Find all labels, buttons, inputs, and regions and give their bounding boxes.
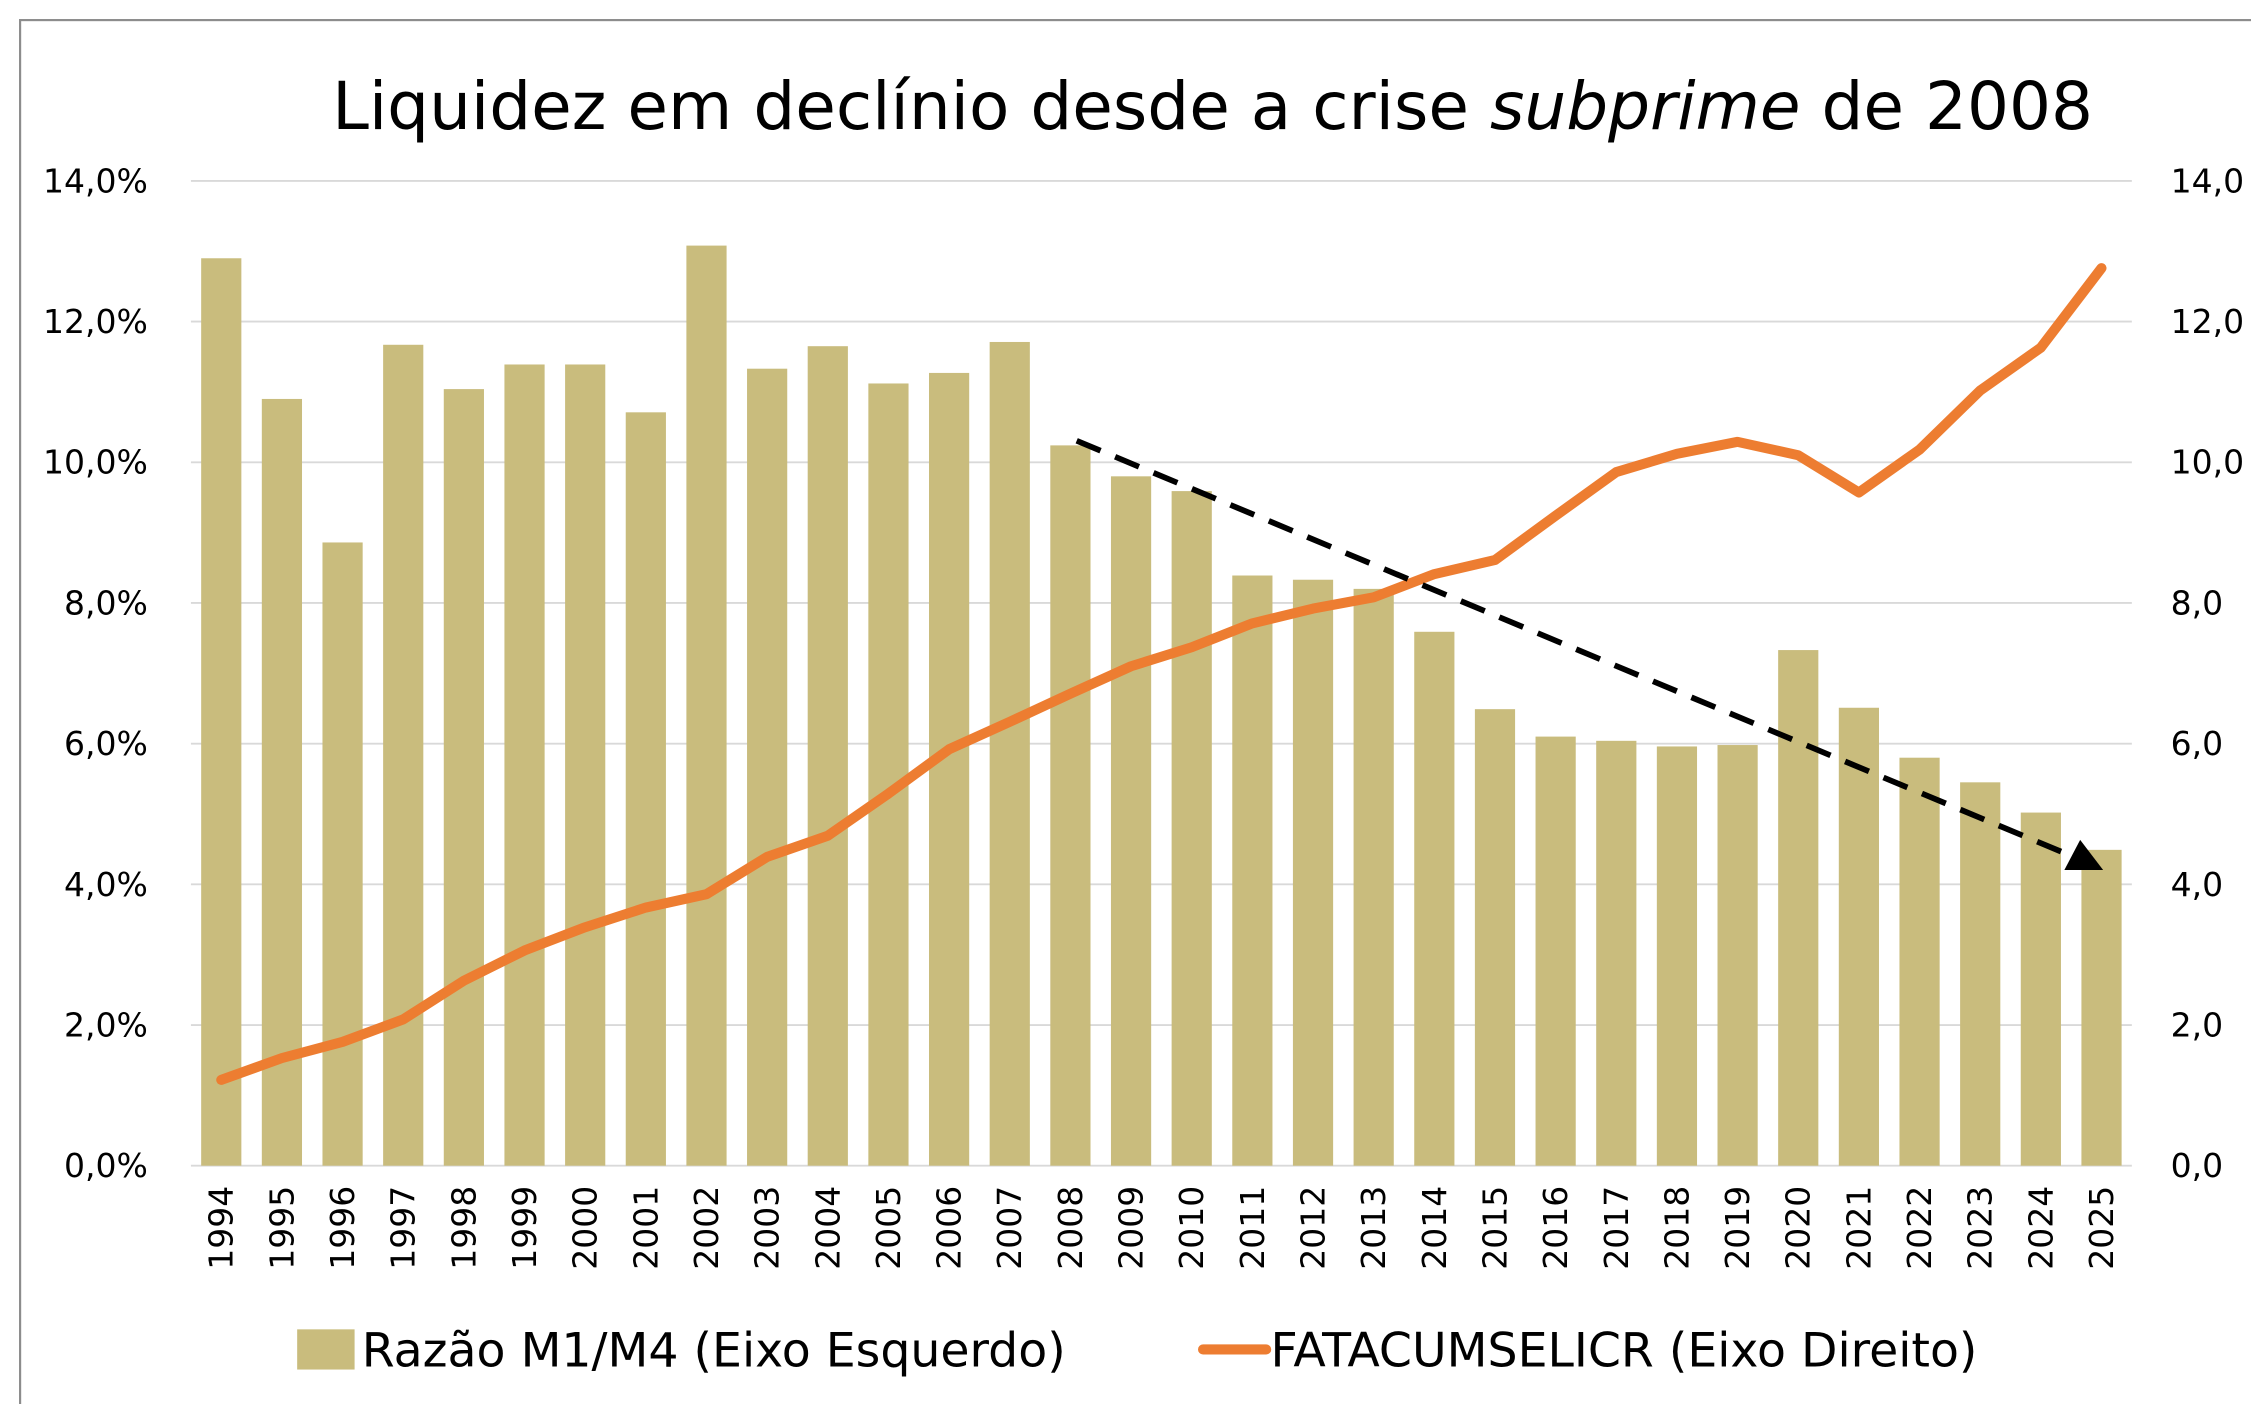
bar <box>201 258 242 1166</box>
y-tick-label: 0,0% <box>64 1146 148 1185</box>
y-tick-label: 8,0% <box>64 583 148 622</box>
y-tick-label: 4,0% <box>64 865 148 904</box>
bar <box>625 412 666 1166</box>
bar <box>1596 740 1637 1166</box>
bar <box>261 398 303 1166</box>
x-tick-label: 1998 <box>444 1186 483 1270</box>
bar <box>1171 491 1212 1166</box>
trend-arrow <box>1075 438 2086 864</box>
bar <box>686 245 727 1166</box>
y2-tick-label: 14,0 <box>2171 161 2244 200</box>
x-tick-label: 2005 <box>869 1186 908 1270</box>
x-tick-label: 2023 <box>1961 1186 2000 1270</box>
bar <box>1960 782 2001 1166</box>
x-tick-label: 2010 <box>1172 1186 1211 1270</box>
bar <box>929 372 970 1166</box>
bar <box>1535 736 1576 1166</box>
y-tick-label: 10,0% <box>43 443 148 482</box>
bar <box>565 364 606 1166</box>
y2-tick-label: 4,0 <box>2171 865 2223 904</box>
x-tick-label: 1996 <box>323 1186 362 1270</box>
x-tick-label: 1994 <box>202 1186 241 1270</box>
x-tick-label: 2006 <box>930 1186 969 1270</box>
x-tick-label: 2004 <box>808 1186 847 1270</box>
x-tick-label: 2022 <box>1900 1186 1939 1270</box>
x-tick-label: 2001 <box>626 1186 665 1270</box>
bar <box>747 368 788 1166</box>
x-tick-label: 2008 <box>1051 1186 1090 1270</box>
x-tick-label: 2020 <box>1779 1186 1818 1270</box>
y-tick-label: 6,0% <box>64 724 148 763</box>
y-tick-label: 12,0% <box>43 302 148 341</box>
bar <box>1717 745 1758 1166</box>
title-part: de 2008 <box>1800 68 2092 145</box>
bar <box>2081 849 2122 1166</box>
bar <box>1232 575 1273 1166</box>
y2-tick-label: 12,0 <box>2171 302 2244 341</box>
bar <box>1292 579 1334 1166</box>
bar <box>807 346 848 1166</box>
bar <box>989 341 1030 1166</box>
x-tick-label: 1999 <box>505 1186 544 1270</box>
x-tick-label: 2002 <box>687 1186 726 1270</box>
legend-label: FATACUMSELICR (Eixo Direito) <box>1270 1324 1977 1379</box>
bar <box>504 364 545 1166</box>
bar <box>443 389 484 1166</box>
bar <box>2020 812 2061 1166</box>
x-tick-label: 2016 <box>1536 1186 1575 1270</box>
bar <box>1838 707 1880 1166</box>
x-tick-label: 2015 <box>1475 1186 1514 1270</box>
x-tick-label: 2014 <box>1415 1186 1454 1270</box>
arrow-head <box>2064 839 2104 870</box>
legend-swatch <box>297 1329 355 1370</box>
bar <box>1474 709 1516 1166</box>
bar <box>1110 476 1152 1166</box>
bar <box>1656 746 1698 1166</box>
frame <box>19 19 2251 1404</box>
x-tick-label: 2012 <box>1294 1186 1333 1270</box>
x-tick-label: 2025 <box>2082 1186 2121 1270</box>
title-part: subprime <box>1490 68 1800 145</box>
y2-tick-label: 2,0 <box>2171 1005 2223 1044</box>
title-part: Liquidez em declínio desde a crise <box>332 68 1490 145</box>
legend-label: Razão M1/M4 (Eixo Esquerdo) <box>362 1324 1066 1379</box>
y2-tick-label: 6,0 <box>2171 724 2223 763</box>
chart-title: Liquidez em declínio desde a crise subpr… <box>227 68 2156 145</box>
x-tick-label: 2024 <box>2021 1186 2060 1270</box>
line-series <box>216 263 2107 1085</box>
bar <box>1050 445 1091 1166</box>
bar <box>322 542 363 1166</box>
x-tick-label: 2018 <box>1657 1186 1696 1270</box>
bar <box>1353 588 1394 1166</box>
bar <box>868 383 909 1166</box>
x-tick-label: 2021 <box>1839 1186 1878 1270</box>
x-tick-label: 2017 <box>1597 1186 1636 1270</box>
x-tick-label: 1997 <box>384 1186 423 1270</box>
y2-tick-label: 8,0 <box>2171 583 2223 622</box>
x-tick-label: 2009 <box>1112 1186 1151 1270</box>
bar <box>1778 650 1819 1166</box>
bar <box>1414 631 1455 1166</box>
y2-tick-label: 0,0 <box>2171 1146 2223 1185</box>
x-tick-label: 2007 <box>990 1186 1029 1270</box>
x-tick-label: 2011 <box>1233 1186 1272 1270</box>
bar <box>383 344 424 1166</box>
x-tick-label: 2013 <box>1354 1186 1393 1270</box>
y2-tick-label: 10,0 <box>2171 443 2244 482</box>
y-tick-label: 14,0% <box>43 161 148 200</box>
x-tick-label: 2000 <box>566 1186 605 1270</box>
y-tick-label: 2,0% <box>64 1005 148 1044</box>
bar <box>1899 757 1940 1166</box>
x-tick-label: 2003 <box>748 1186 787 1270</box>
x-tick-label: 2019 <box>1718 1186 1757 1270</box>
x-tick-label: 1995 <box>262 1186 301 1270</box>
